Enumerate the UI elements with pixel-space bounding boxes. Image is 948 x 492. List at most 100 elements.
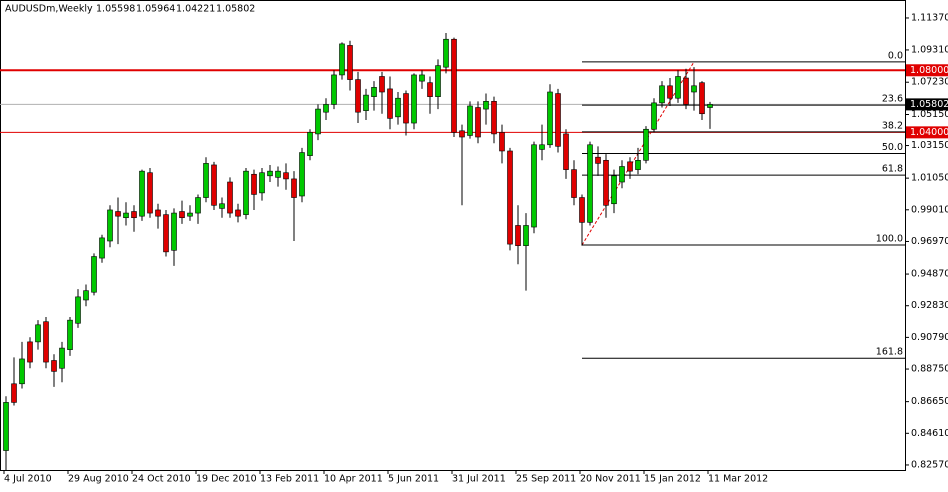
candle-body <box>211 164 217 206</box>
price-box <box>906 126 948 139</box>
candle-body <box>275 170 281 178</box>
candle-body <box>363 94 369 111</box>
candle-body <box>139 170 145 217</box>
candle-body <box>467 105 473 136</box>
header-open: 1.05598 <box>96 4 135 15</box>
candle-body <box>267 170 273 177</box>
candle-body <box>507 150 513 245</box>
candle-body <box>35 324 41 343</box>
candle-body <box>443 38 449 68</box>
candle-body <box>651 102 657 130</box>
candle-body <box>347 45 353 80</box>
candle-body <box>11 383 17 403</box>
candle-body <box>283 172 289 180</box>
candle-body <box>699 82 705 115</box>
candle-body <box>539 144 545 150</box>
candle-body <box>683 77 689 105</box>
x-tick-label: 29 Aug 2010 <box>68 474 129 485</box>
candle-body <box>379 76 385 93</box>
candle-body <box>563 133 569 170</box>
x-tick-label: 10 Apr 2011 <box>324 474 383 485</box>
candle-body <box>75 296 81 324</box>
candle-body <box>707 104 713 108</box>
y-tick-label: 1.07230 <box>911 77 948 88</box>
candle-body <box>499 132 505 152</box>
x-tick-label: 5 Jun 2011 <box>388 474 439 485</box>
y-tick-label: 1.01050 <box>911 173 948 184</box>
candle-body <box>403 93 409 124</box>
candle-body <box>259 172 265 194</box>
current-price-box <box>906 98 948 111</box>
candle-body <box>587 144 593 223</box>
candle-body <box>171 212 177 251</box>
candle-body <box>123 212 129 219</box>
y-tick-label: 1.05150 <box>911 109 948 120</box>
y-tick-label: 0.92830 <box>911 300 948 311</box>
candle-body <box>99 237 105 259</box>
candle-body <box>243 170 249 215</box>
candle-body <box>355 79 361 113</box>
candle-body <box>483 101 489 110</box>
candle-body <box>667 85 673 99</box>
candle-body <box>131 211 137 219</box>
candle-body <box>435 65 441 97</box>
header-high: 1.05964 <box>136 4 175 15</box>
candle-body <box>19 358 25 385</box>
candle-body <box>571 169 577 198</box>
candle-body <box>27 341 33 363</box>
candle-body <box>147 172 153 214</box>
candle-body <box>691 85 697 93</box>
y-tick-label: 0.96970 <box>911 236 948 247</box>
header-close: 1.05802 <box>216 4 255 15</box>
candle-body <box>43 321 49 363</box>
candle-body <box>115 211 121 217</box>
candle-body <box>315 108 321 135</box>
fib-level-label: 61.8 <box>882 164 903 175</box>
candle-body <box>451 38 457 133</box>
candle-body <box>531 144 537 228</box>
header-low: 1.04221 <box>176 4 215 15</box>
x-tick-label: 19 Dec 2010 <box>196 474 257 485</box>
x-tick-label: 24 Oct 2010 <box>132 474 191 485</box>
candle-body <box>659 85 665 104</box>
candle-body <box>179 211 185 219</box>
candle-body <box>603 159 609 206</box>
y-tick-label: 0.94870 <box>911 269 948 280</box>
candle-body <box>491 101 497 135</box>
candle-body <box>643 128 649 161</box>
candle-body <box>635 159 641 170</box>
candle-body <box>107 209 113 242</box>
candle-body <box>395 97 401 118</box>
candle-body <box>547 91 553 146</box>
candle-body <box>675 76 681 99</box>
candle-body <box>83 290 89 301</box>
y-tick-label: 0.86650 <box>911 396 948 407</box>
y-tick-label: 1.03150 <box>911 140 948 151</box>
candle-body <box>3 402 9 451</box>
fib-level-label: 23.6 <box>882 94 903 105</box>
y-tick-label: 1.11370 <box>911 12 948 23</box>
y-tick-label: 0.90790 <box>911 332 948 343</box>
candle-body <box>427 82 433 97</box>
candle-body <box>67 319 73 350</box>
candle-body <box>163 214 169 253</box>
candle-body <box>51 360 57 372</box>
candle-body <box>619 166 625 183</box>
candle-body <box>475 107 481 138</box>
y-tick-label: 0.82570 <box>911 459 948 470</box>
current-price-label: 1.05802 <box>910 99 948 110</box>
price-box-label: 1.04000 <box>910 127 948 138</box>
candle-body <box>307 132 313 156</box>
candle-body <box>579 197 585 223</box>
candle-body <box>611 175 617 205</box>
candle-body <box>515 225 521 246</box>
candle-body <box>203 163 209 198</box>
candle-body <box>227 181 233 214</box>
y-tick-label: 0.99010 <box>911 204 948 215</box>
fib-level-label: 0.0 <box>888 50 903 61</box>
candle-body <box>339 43 345 76</box>
